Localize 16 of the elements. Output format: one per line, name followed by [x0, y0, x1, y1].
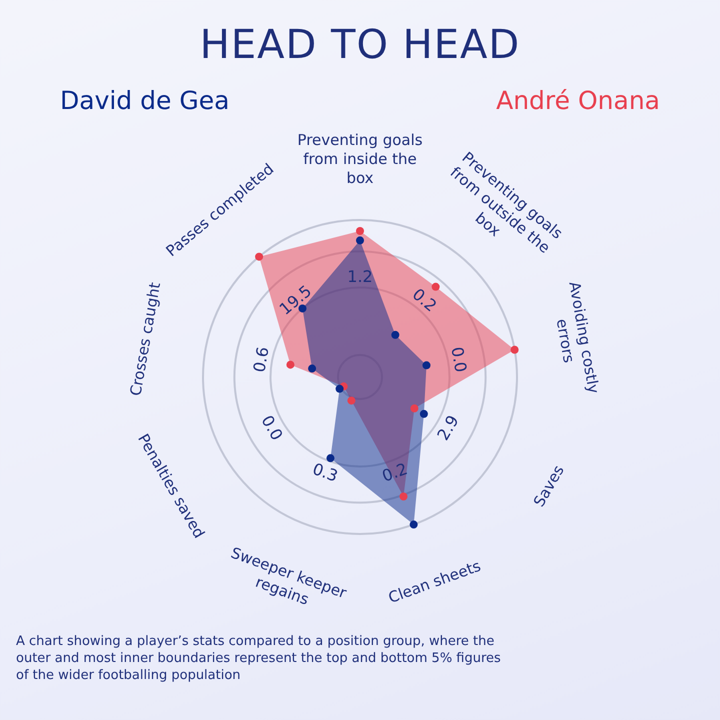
- spoke-label: Avoiding costly errors: [552, 280, 603, 395]
- spoke-label: Clean sheets: [386, 556, 484, 607]
- text: 0.0: [258, 412, 287, 444]
- text: David de Gea: [60, 86, 230, 115]
- text: 0.2: [380, 459, 410, 486]
- text: 0.0: [447, 345, 471, 374]
- text: 0.2: [408, 284, 440, 316]
- spoke-label: Crosses caught: [126, 280, 164, 398]
- text: 0.6: [249, 345, 273, 374]
- text: 2.9: [433, 412, 462, 444]
- text: 1.2: [347, 267, 373, 286]
- text: 0.3: [310, 459, 340, 486]
- text: André Onana: [496, 86, 660, 115]
- text: A chart showing a player’s stats compared to a position group, where the outer and most inner boundaries represent the top and bottom 5% figures of the wider footballing population: [16, 633, 502, 684]
- chart-title: HEAD TO HEAD: [198, 22, 522, 68]
- spoke-label: Preventing goals from inside the box: [297, 131, 423, 187]
